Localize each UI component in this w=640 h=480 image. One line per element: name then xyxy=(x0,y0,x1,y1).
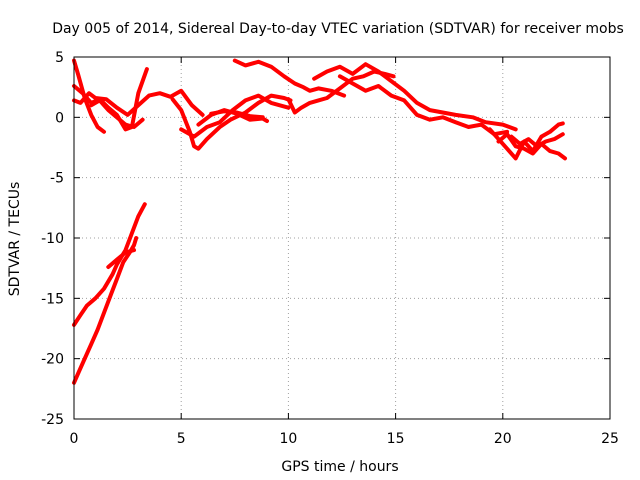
y-tick-label: 5 xyxy=(55,50,64,66)
x-tick-label: 10 xyxy=(279,431,297,447)
y-axis-label: SDTVAR / TECUs xyxy=(7,182,23,297)
y-tick-label: -15 xyxy=(41,291,64,307)
x-tick-label: 15 xyxy=(387,431,405,447)
x-axis-label: GPS time / hours xyxy=(281,459,398,475)
series-line-track-4 xyxy=(89,98,145,129)
y-tick-label: -10 xyxy=(41,231,64,247)
y-tick-label: -5 xyxy=(50,171,64,187)
series-line-track-9 xyxy=(232,58,347,98)
grid-lines xyxy=(74,57,610,419)
series-line-track-1 xyxy=(72,58,106,134)
series-line-track-14 xyxy=(496,132,567,161)
x-tick-label: 5 xyxy=(177,431,186,447)
chart-title: Day 005 of 2014, Sidereal Day-to-day VTE… xyxy=(52,21,624,37)
x-tick-label: 20 xyxy=(494,431,512,447)
axis-ticks xyxy=(73,56,611,420)
series-line-track-3 xyxy=(72,88,205,117)
series-line-track-16 xyxy=(72,202,147,327)
series-line-track-8 xyxy=(209,109,265,120)
series-line-track-12 xyxy=(337,74,510,137)
x-tick-label: 0 xyxy=(70,431,79,447)
data-series xyxy=(72,58,567,385)
tick-labels: 0 5 10 15 20 25 -25 -20 -15 -10 -5 0 5 xyxy=(41,50,619,447)
y-tick-label: -25 xyxy=(41,412,64,428)
y-tick-label: 0 xyxy=(55,110,64,126)
x-tick-label: 25 xyxy=(601,431,619,447)
y-tick-label: -20 xyxy=(41,352,64,368)
series-line-track-18 xyxy=(106,248,136,269)
series-line-track-15 xyxy=(509,132,565,149)
series-line-track-11 xyxy=(312,62,518,132)
series-line-track-5 xyxy=(170,93,293,151)
series-line-track-13 xyxy=(487,121,565,161)
